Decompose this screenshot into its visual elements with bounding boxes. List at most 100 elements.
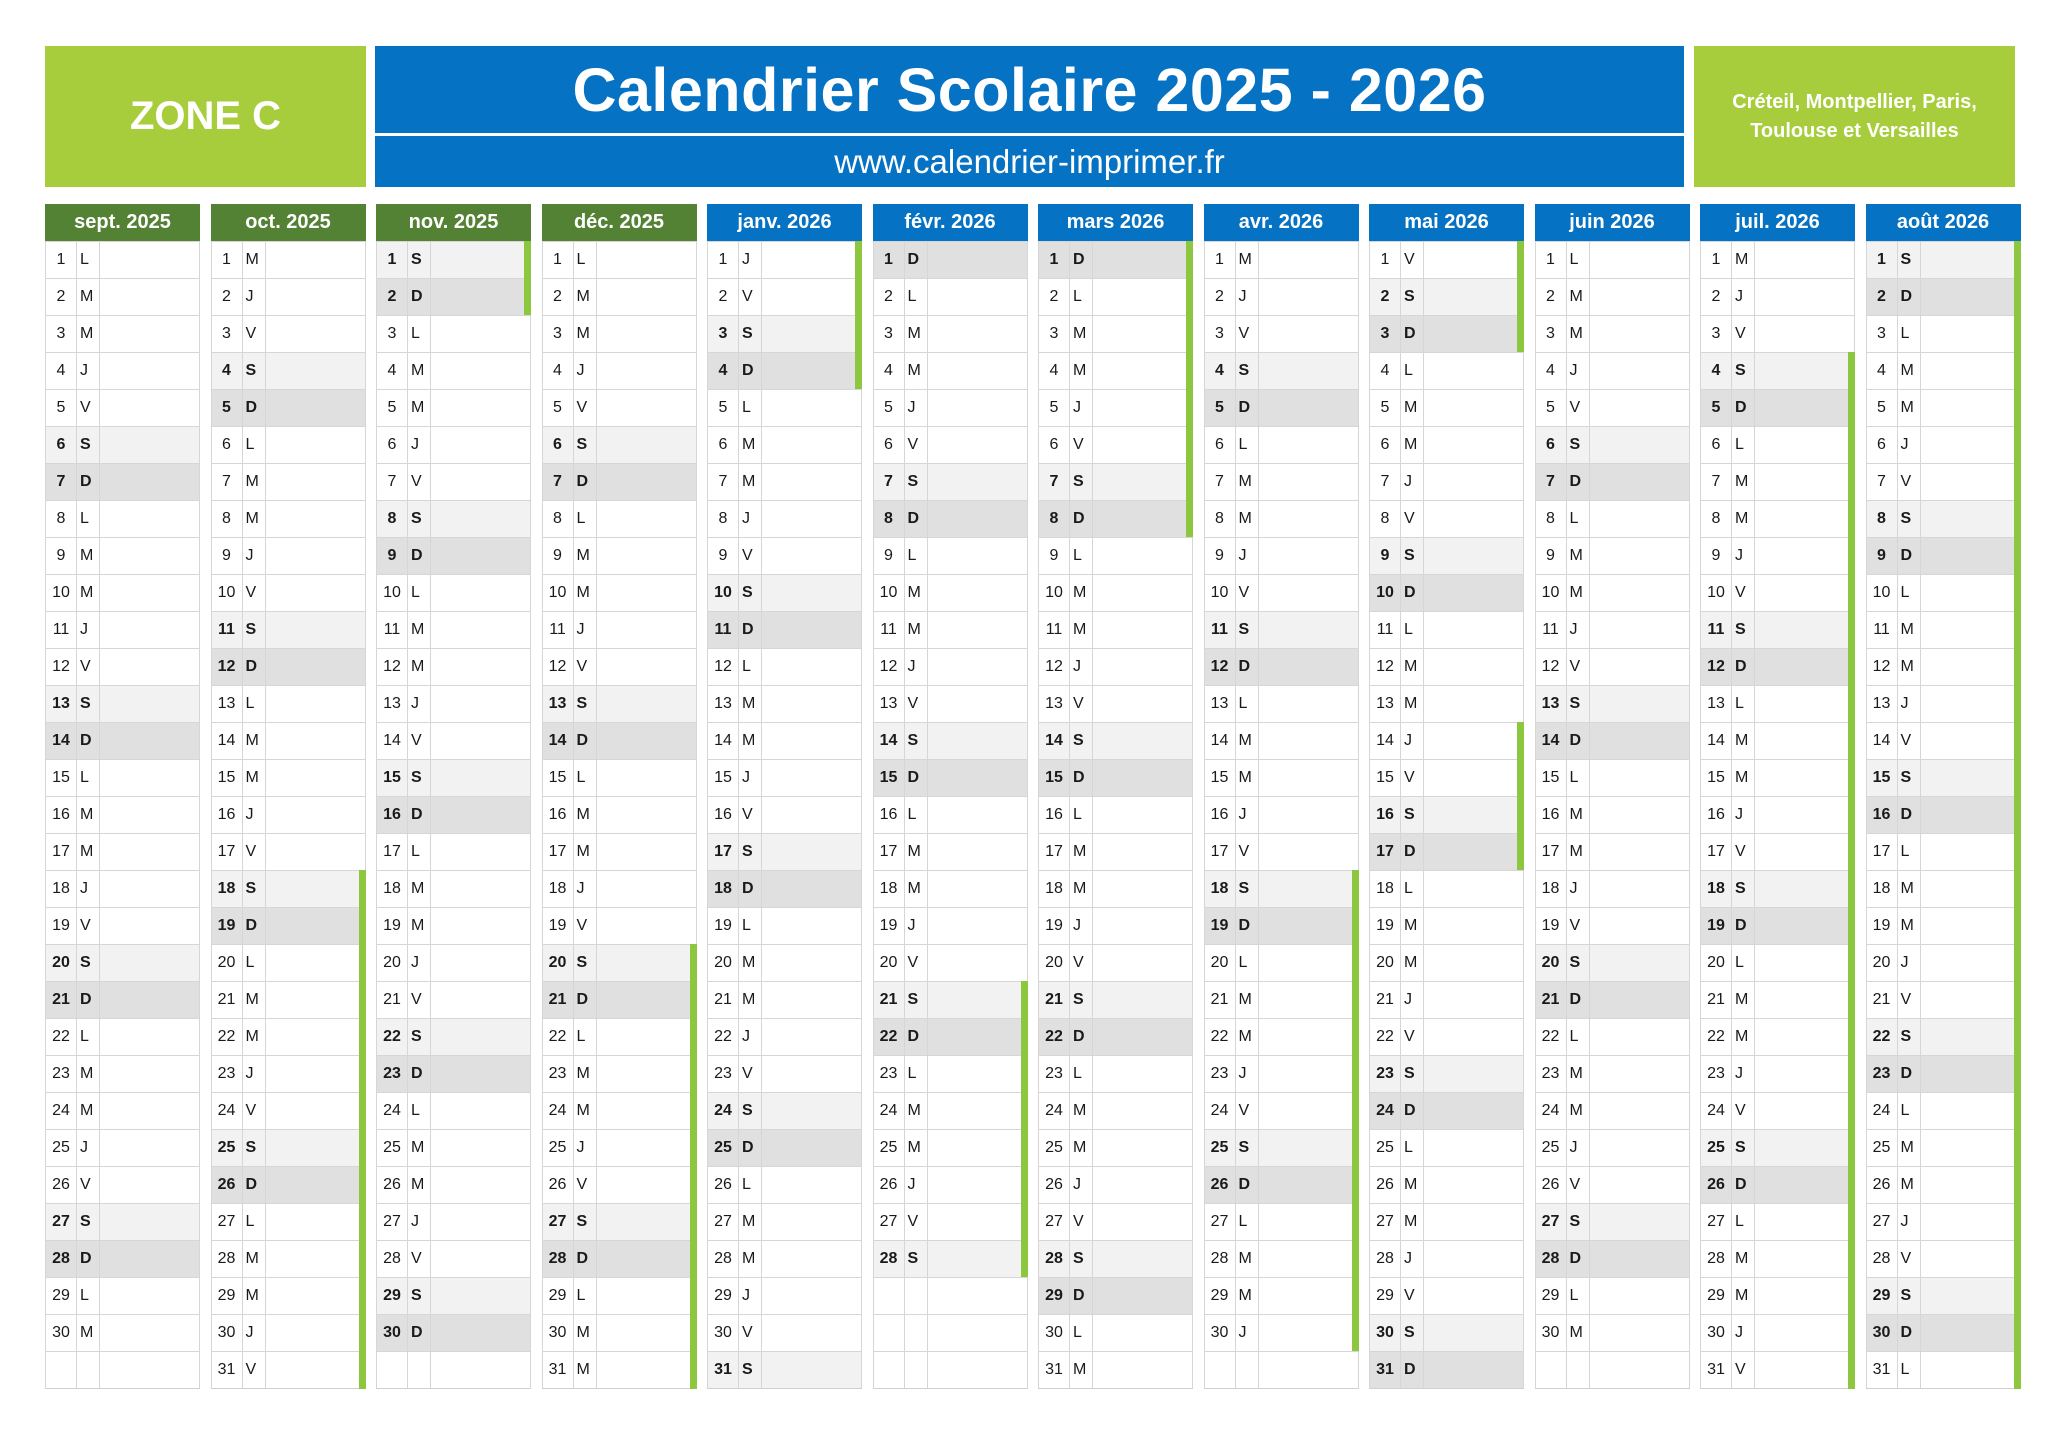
day-row: 18 J: [45, 870, 200, 907]
day-row: 19 M: [376, 907, 531, 944]
weekday-letter: S: [1069, 1241, 1093, 1277]
day-number: 27: [1210, 1213, 1229, 1230]
weekday-letter: D: [407, 538, 431, 574]
day-row: 28 J: [1369, 1240, 1524, 1277]
day-row: 29 M: [1203, 1277, 1359, 1315]
month-column: juin 2026 1 L 2 M 3 M 4 J 5 V 6 S 7 D 8 L 9 M 10 M 11 J 12 V 13 S 1…: [1534, 204, 1690, 1389]
day-number: 27: [217, 1213, 236, 1230]
weekday-letter: M: [76, 797, 100, 833]
day-row: 11 D: [707, 611, 862, 648]
day-number: 17: [1376, 843, 1394, 860]
weekday-letter: M: [1565, 279, 1590, 315]
weekday-letter: L: [738, 1167, 762, 1203]
day-row: 24 M: [45, 1092, 200, 1129]
day-number: 3: [718, 325, 728, 342]
day-row: 11 J: [1534, 611, 1690, 648]
day-row: 13 L: [210, 685, 366, 722]
day-number: 19: [217, 917, 236, 934]
day-row: 12 D: [1203, 648, 1359, 685]
day-number: 24: [217, 1102, 236, 1119]
day-row: 26 D: [210, 1166, 366, 1204]
day-number: 15: [1045, 769, 1063, 786]
day-number: 7: [222, 473, 231, 490]
day-row: 13 J: [376, 685, 531, 722]
weekday-letter: S: [1896, 1278, 1921, 1314]
day-number: 21: [548, 991, 567, 1008]
day-number: 6: [1215, 436, 1224, 453]
day-row: 19 D: [210, 907, 366, 945]
weekday-letter: V: [1565, 908, 1590, 944]
day-number: 10: [879, 584, 898, 601]
weekday-letter: S: [407, 760, 431, 796]
weekday-letter: M: [1069, 1130, 1093, 1166]
day-number: 22: [548, 1028, 567, 1045]
day-row: 29 L: [1534, 1277, 1690, 1314]
day-row: 19 L: [707, 907, 862, 944]
weekday-letter: M: [76, 538, 100, 574]
day-number: 17: [1045, 843, 1063, 860]
day-row: 10 D: [1369, 574, 1524, 611]
day-row: 29 D: [1038, 1277, 1193, 1314]
weekday-letter: V: [1069, 427, 1093, 463]
weekday-letter: L: [572, 760, 597, 796]
day-row: 27 S: [45, 1203, 200, 1240]
weekday-letter: J: [407, 1204, 431, 1240]
day-number: 14: [1541, 732, 1560, 749]
day-row: 29 S: [376, 1277, 531, 1314]
day-row: 14 S: [872, 722, 1028, 759]
day-row: 16 M: [541, 796, 697, 833]
day-number: 15: [548, 769, 567, 786]
day-row: 24 M: [1534, 1092, 1690, 1129]
day-number: 1: [387, 251, 397, 268]
empty-day-row: [376, 1351, 531, 1388]
day-row: 28 S: [872, 1240, 1028, 1278]
weekday-letter: D: [241, 649, 266, 685]
weekday-letter: M: [241, 982, 266, 1018]
weekday-letter: J: [1234, 538, 1259, 574]
day-row: 28 M: [210, 1240, 366, 1278]
day-row: 31 M: [1038, 1351, 1193, 1388]
day-number: 13: [1210, 695, 1229, 712]
day-number: 30: [714, 1324, 732, 1341]
day-row: 20 V: [872, 944, 1028, 981]
day-number: 31: [1376, 1361, 1394, 1378]
day-row: 12 D: [210, 648, 366, 685]
day-row: 23 S: [1369, 1055, 1524, 1092]
day-number: 5: [718, 399, 728, 416]
weekday-letter: L: [1234, 427, 1259, 463]
day-number: 10: [1541, 584, 1560, 601]
weekday-letter: M: [407, 390, 431, 426]
day-number: 17: [1210, 843, 1229, 860]
day-number: 25: [1707, 1139, 1725, 1156]
day-number: 30: [1045, 1324, 1063, 1341]
weekday-letter: S: [1400, 1056, 1424, 1092]
weekday-letter: M: [407, 649, 431, 685]
day-number: 12: [217, 658, 236, 675]
day-row: 15 S: [1865, 759, 2021, 797]
day-row: 27 J: [376, 1203, 531, 1240]
day-row: 12 V: [1534, 648, 1690, 685]
weekday-letter: L: [1069, 1056, 1093, 1092]
website-url[interactable]: www.calendrier-imprimer.fr: [375, 136, 1684, 187]
weekday-letter: M: [1069, 316, 1093, 352]
day-number: 18: [1210, 880, 1229, 897]
day-number: 15: [52, 769, 70, 786]
day-row: 22 D: [872, 1018, 1028, 1056]
weekday-letter: V: [1731, 575, 1755, 611]
day-number: 10: [1707, 584, 1725, 601]
day-number: 30: [217, 1324, 236, 1341]
weekday-letter: M: [1234, 723, 1259, 759]
weekday-letter: D: [407, 1315, 431, 1351]
day-number: 11: [1542, 621, 1559, 638]
weekday-letter: S: [903, 982, 928, 1018]
day-number: 16: [1045, 806, 1063, 823]
